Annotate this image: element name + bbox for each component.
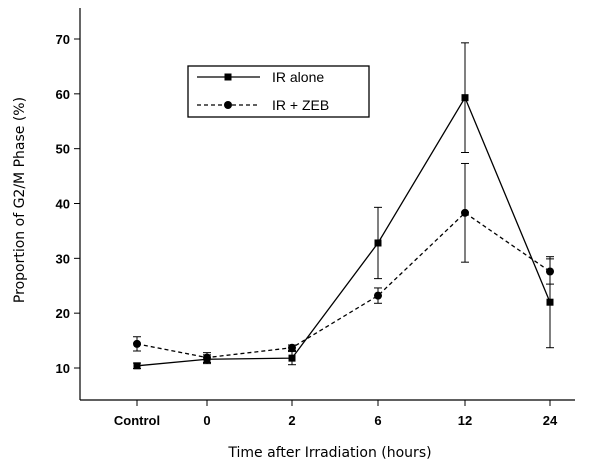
data-point-circle <box>374 291 382 300</box>
legend-swatch-circle <box>224 101 232 109</box>
series-lines <box>136 96 551 367</box>
legend-box <box>187 65 370 118</box>
x-tick-label: 0 <box>203 413 210 428</box>
legend: IR alone IR + ZEB <box>187 65 370 118</box>
y-tick-label: 70 <box>56 32 70 47</box>
x-axis-label: Time after Irradiation (hours) <box>227 445 431 461</box>
x-tick-label: 12 <box>458 413 472 428</box>
data-point-square <box>133 362 141 370</box>
x-tick-label: 6 <box>374 413 381 428</box>
y-tick-label: 10 <box>56 361 70 376</box>
series-line-2 <box>136 211 551 359</box>
axes <box>74 8 575 406</box>
x-tick-label: 24 <box>543 413 558 428</box>
data-point-circle <box>133 339 141 348</box>
x-tick-label: 2 <box>288 413 295 428</box>
y-tick-label: 20 <box>56 306 70 321</box>
data-point-square <box>461 94 469 102</box>
y-tick-label: 30 <box>56 251 70 266</box>
y-axis-label: Proportion of G2/M Phase (%) <box>12 97 28 303</box>
series-markers <box>133 94 554 370</box>
data-point-circle <box>288 343 296 352</box>
y-tick-label: 60 <box>56 87 70 102</box>
x-tick-label: Control <box>114 413 160 428</box>
data-point-square <box>546 298 554 306</box>
data-point-square <box>288 354 296 362</box>
data-point-square <box>374 239 382 247</box>
legend-label: IR + ZEB <box>272 97 329 113</box>
y-tick-label: 50 <box>56 142 70 157</box>
data-point-circle <box>546 267 554 276</box>
series-line-1 <box>136 96 551 367</box>
legend-swatch-square <box>224 73 232 81</box>
tick-labels: 10 20 30 40 50 60 70 Control 0 2 6 12 24 <box>56 32 558 428</box>
data-point-circle <box>461 208 469 217</box>
data-point-circle <box>203 353 211 362</box>
legend-label: IR alone <box>272 69 324 85</box>
y-tick-label: 40 <box>56 197 70 212</box>
